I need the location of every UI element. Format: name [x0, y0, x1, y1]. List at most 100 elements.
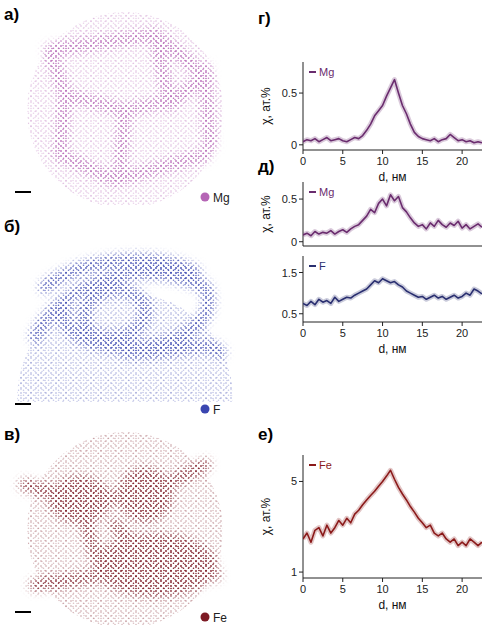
legend-marker	[309, 71, 316, 73]
plot-area	[303, 279, 482, 306]
series-band	[303, 470, 482, 545]
legend-label: Mg	[319, 66, 334, 78]
panel-letter: б)	[4, 217, 20, 236]
y-axis	[303, 182, 304, 246]
x-tick	[382, 322, 383, 326]
x-axis-title: d, нм	[378, 170, 406, 184]
x-tick-label: 0	[300, 583, 306, 595]
panel-letter: г)	[258, 9, 271, 28]
x-axis	[303, 322, 482, 323]
x-tick-label: 10	[376, 327, 388, 339]
series-band	[303, 195, 482, 236]
x-tick	[422, 578, 423, 582]
atom-cloud	[5, 425, 245, 625]
series-line	[303, 279, 482, 306]
atom-cloud	[5, 5, 245, 205]
x-tick-label: 15	[416, 583, 428, 595]
panel-letter: в)	[4, 425, 20, 444]
x-tick	[342, 150, 343, 154]
chart: 0.51.505101520d, нмF	[282, 256, 482, 356]
x-tick	[382, 578, 383, 582]
legend-label: Mg	[213, 191, 230, 205]
x-axis	[303, 246, 482, 247]
x-axis	[303, 150, 482, 151]
y-axis	[303, 256, 304, 322]
x-tick	[303, 578, 304, 582]
series-line	[303, 80, 482, 143]
series-band	[303, 279, 482, 306]
atom-cloud	[5, 217, 245, 417]
series-line	[303, 195, 482, 236]
scale-bar	[15, 611, 31, 613]
x-tick	[303, 322, 304, 326]
image-panel: Mg	[5, 5, 245, 205]
plot-area	[303, 470, 482, 545]
y-tick-label: 1	[291, 566, 297, 578]
x-axis-title: d, нм	[378, 598, 406, 612]
y-tick	[299, 313, 303, 314]
scale-bar	[15, 191, 31, 193]
legend-marker	[201, 613, 210, 622]
panel-letter: е)	[258, 425, 273, 444]
y-axis	[303, 62, 304, 150]
y-tick	[299, 241, 303, 242]
y-tick-label: 1.5	[282, 267, 297, 279]
atom-cloud	[5, 217, 245, 417]
plot-area	[303, 80, 482, 143]
y-axis-title: χ, ат.%	[259, 87, 273, 125]
series-line	[303, 470, 482, 545]
image-panel: F	[5, 217, 245, 417]
y-tick-label: 0	[291, 139, 297, 151]
x-tick	[382, 150, 383, 154]
y-tick	[299, 93, 303, 94]
x-tick-label: 20	[456, 155, 468, 167]
chart: г)00.505101520d, нмχ, ат.%Mg	[258, 9, 482, 184]
y-tick-label: 0	[291, 236, 297, 248]
x-tick-label: 15	[416, 327, 428, 339]
x-tick-label: 5	[340, 327, 346, 339]
legend-marker	[201, 405, 210, 414]
x-tick-label: 10	[376, 155, 388, 167]
y-tick	[299, 144, 303, 145]
legend-label: Mg	[319, 186, 334, 198]
y-tick	[299, 199, 303, 200]
panel-letter: а)	[4, 5, 19, 24]
x-tick-label: 20	[456, 327, 468, 339]
panel-letter: д)	[258, 157, 274, 176]
plot-area	[303, 195, 482, 236]
x-tick-label: 0	[300, 155, 306, 167]
y-tick-label: 0.5	[282, 193, 297, 205]
image-panel: Fe	[5, 425, 245, 625]
y-tick	[299, 272, 303, 273]
y-tick-label: 5	[291, 475, 297, 487]
legend-marker	[201, 193, 210, 202]
y-tick	[299, 572, 303, 573]
atom-cloud	[5, 425, 245, 625]
y-tick-label: 0.5	[282, 87, 297, 99]
x-tick	[462, 150, 463, 154]
y-tick-label: 0.5	[282, 308, 297, 320]
x-tick-label: 15	[416, 155, 428, 167]
x-tick	[462, 322, 463, 326]
x-tick-label: 0	[300, 327, 306, 339]
legend-label: Fe	[213, 611, 227, 625]
x-axis-title: d, нм	[378, 342, 406, 356]
x-axis	[303, 578, 482, 579]
x-tick	[342, 578, 343, 582]
chart: е)1505101520d, нмχ, ат.%Fe	[258, 425, 482, 612]
x-tick	[422, 322, 423, 326]
series-band	[303, 80, 482, 143]
legend-marker	[309, 191, 316, 193]
y-axis	[303, 455, 304, 578]
legend-marker	[309, 265, 316, 267]
x-tick-label: 20	[456, 583, 468, 595]
y-tick	[299, 481, 303, 482]
legend-marker	[309, 464, 316, 466]
scale-bar	[15, 403, 31, 405]
atom-cloud	[5, 5, 245, 205]
y-axis-title: χ, ат.%	[259, 497, 273, 535]
x-tick-label: 5	[340, 583, 346, 595]
x-tick	[303, 150, 304, 154]
figure: Mgа)Fб)Feв)г)00.505101520d, нмχ, ат.%Mgд…	[0, 0, 490, 635]
legend-label: F	[213, 403, 220, 417]
